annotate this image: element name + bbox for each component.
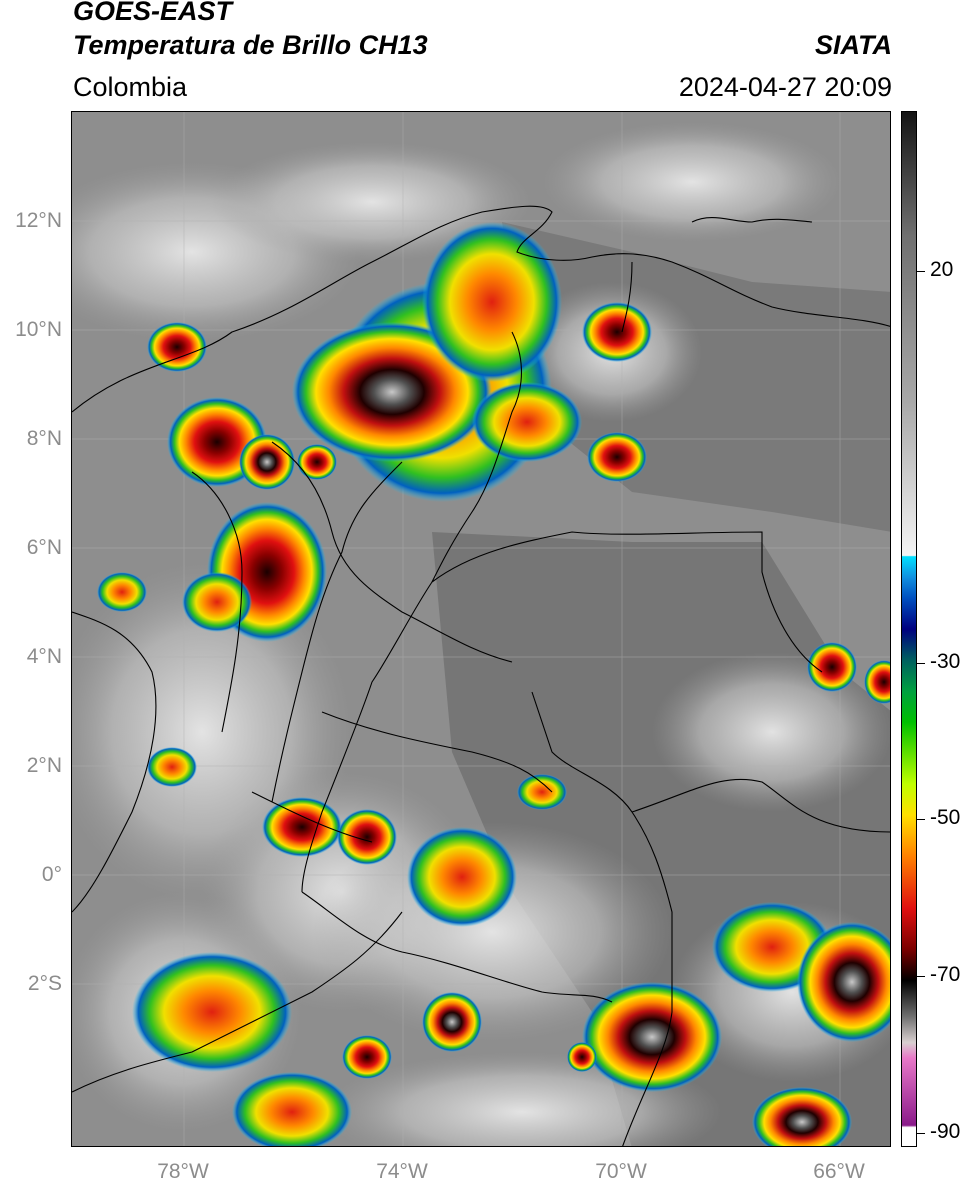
lon-label-70w: 70°W <box>595 1160 647 1183</box>
organization-label: SIATA <box>815 30 892 60</box>
region-label: Colombia <box>73 72 188 102</box>
product-title: Temperatura de Brillo CH13 <box>73 30 428 60</box>
colorbar-label-20: 20 <box>930 258 954 281</box>
colorbar-label-m30: -30 <box>930 650 961 673</box>
map-canvas <box>72 112 890 1146</box>
colorbar-tick-m50 <box>917 819 925 820</box>
lat-label-6n: 6°N <box>26 536 62 559</box>
lon-label-66w: 66°W <box>813 1160 865 1183</box>
lat-label-10n: 10°N <box>15 318 62 341</box>
lat-label-4n: 4°N <box>26 645 62 668</box>
colorbar-label-m70: -70 <box>930 963 961 986</box>
lat-label-0: 0° <box>41 863 62 886</box>
timestamp-label: 2024-04-27 20:09 <box>678 72 892 102</box>
lon-label-74w: 74°W <box>376 1160 428 1183</box>
colorbar-label-m50: -50 <box>930 806 961 829</box>
convective-cells <box>97 222 890 1146</box>
lat-label-2n: 2°N <box>26 754 62 777</box>
colorbar-tick-m30 <box>917 663 925 664</box>
satellite-title: GOES-EAST <box>73 0 233 26</box>
colorbar-label-m90: -90 <box>930 1120 961 1143</box>
colorbar-tick-20 <box>917 271 925 272</box>
lat-label-12n: 12°N <box>15 209 62 232</box>
colorbar-tick-m90 <box>917 1133 925 1134</box>
lat-label-2s: 2°S <box>27 972 62 995</box>
satellite-map[interactable] <box>71 111 891 1147</box>
lon-label-78w: 78°W <box>157 1160 209 1183</box>
colorbar-tick-m70 <box>917 976 925 977</box>
borders <box>72 205 890 1146</box>
lat-label-8n: 8°N <box>26 427 62 450</box>
temperature-colorbar <box>901 111 917 1147</box>
